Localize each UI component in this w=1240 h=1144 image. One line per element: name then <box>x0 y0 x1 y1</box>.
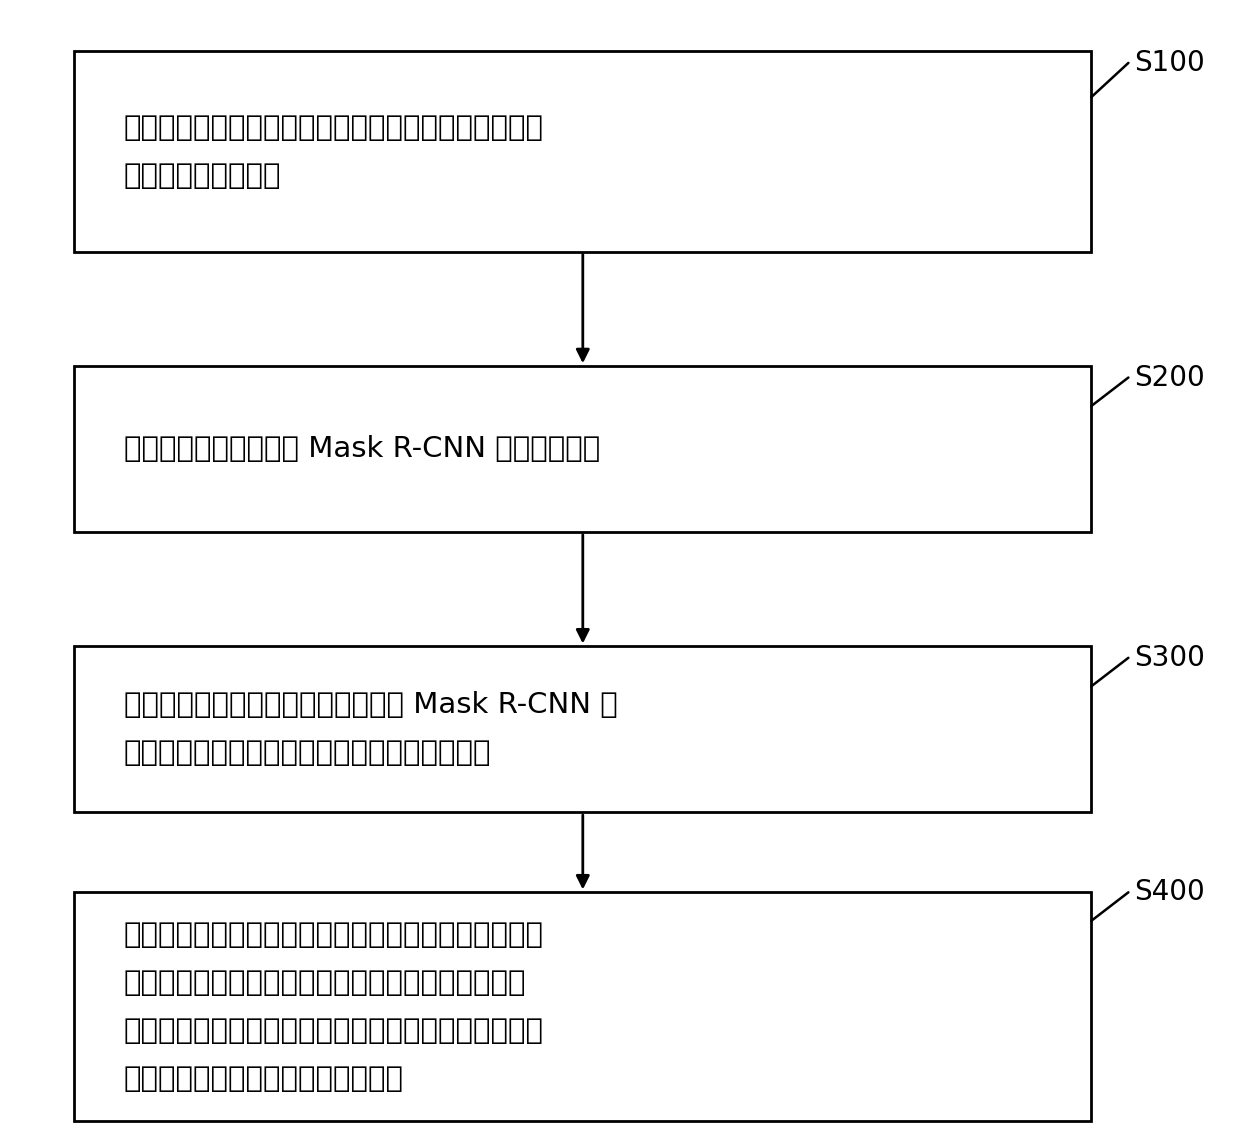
Text: S200: S200 <box>1135 364 1205 391</box>
Text: S300: S300 <box>1135 644 1205 672</box>
Bar <box>74 646 1091 812</box>
Text: 将待测红外图像输入所述红外图像检测网络，通过对待: 将待测红外图像输入所述红外图像检测网络，通过对待 <box>124 921 544 948</box>
Text: 建立红外图像数据集: 建立红外图像数据集 <box>124 161 281 190</box>
Bar <box>74 892 1091 1121</box>
Text: 导入测试图像数据集对 Mask R-CNN 网络进行训练: 导入测试图像数据集对 Mask R-CNN 网络进行训练 <box>124 435 600 463</box>
Text: 将所述红外图像数据集导入训练后的 Mask R-CNN 网: 将所述红外图像数据集导入训练后的 Mask R-CNN 网 <box>124 691 618 720</box>
Text: S100: S100 <box>1135 49 1205 77</box>
Text: 测红外图像进行温度解析和目标检测获得待测红外图: 测红外图像进行温度解析和目标检测获得待测红外图 <box>124 969 527 996</box>
Bar <box>74 51 1091 252</box>
Text: 采集电力设备红外图像，对所述红外图像进行预处理，: 采集电力设备红外图像，对所述红外图像进行预处理， <box>124 113 544 142</box>
Bar <box>74 366 1091 532</box>
Text: 像的温度分布和区域位置，并与红外图像故障特征库进: 像的温度分布和区域位置，并与红外图像故障特征库进 <box>124 1017 544 1044</box>
Text: 络，通过小样本迁移学习获得红外图像检测网络: 络，通过小样本迁移学习获得红外图像检测网络 <box>124 739 491 768</box>
Text: S400: S400 <box>1135 879 1205 906</box>
Text: 行比对，诊断电力设备是否存在故障: 行比对，诊断电力设备是否存在故障 <box>124 1065 404 1093</box>
